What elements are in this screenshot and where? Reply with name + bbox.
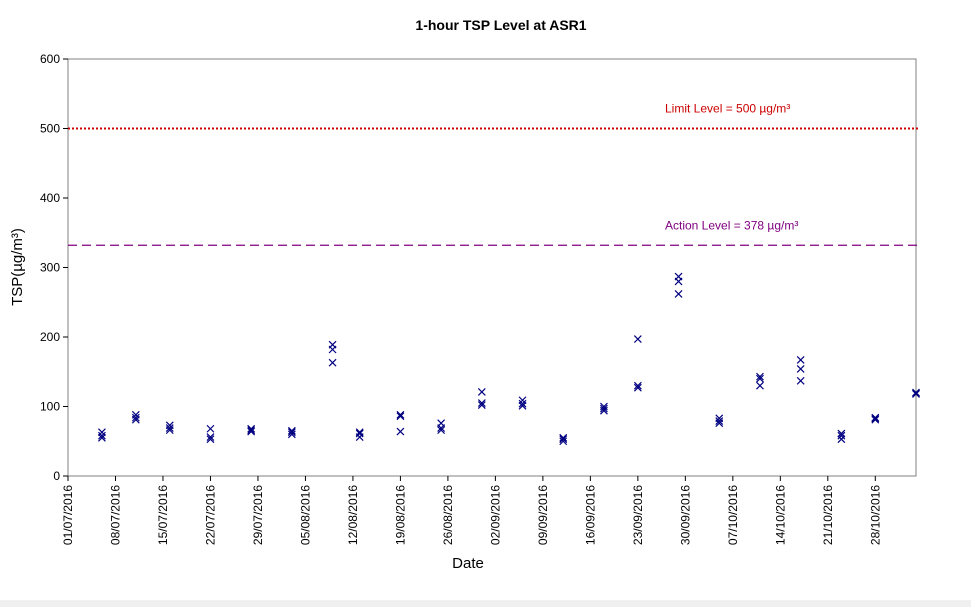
data-point: [396, 427, 405, 436]
chart-title: 1-hour TSP Level at ASR1: [415, 17, 586, 33]
plot-frame: [67, 58, 917, 477]
data-point: [477, 399, 486, 407]
x-tick-label: 02/09/2016: [488, 485, 502, 545]
data-point: [355, 428, 364, 437]
data-point: [206, 433, 215, 442]
y-tick-label: 0: [53, 469, 60, 483]
data-point: [97, 433, 106, 442]
data-point: [287, 430, 296, 439]
data-point: [477, 387, 486, 396]
data-point: [518, 401, 527, 410]
data-point: [674, 289, 683, 298]
data-point: [633, 381, 642, 390]
y-tick-label: 400: [40, 191, 60, 205]
x-tick-label: 05/08/2016: [298, 485, 312, 545]
x-tick-label: 22/07/2016: [203, 485, 217, 545]
data-point: [633, 383, 642, 392]
data-point: [287, 428, 296, 437]
data-point: [97, 428, 106, 437]
data-point: [796, 376, 805, 385]
data-point: [247, 424, 256, 433]
limit-level-label: Limit Level = 500 µg/m³: [665, 102, 790, 116]
data-point: [206, 435, 215, 444]
data-point: [871, 413, 880, 422]
data-point: [355, 429, 364, 438]
x-tick-label: 30/09/2016: [678, 485, 692, 545]
data-point: [715, 417, 724, 426]
y-axis-title: TSP(µg/m³): [9, 228, 26, 306]
x-tick-label: 16/09/2016: [583, 485, 597, 545]
data-point: [837, 431, 846, 440]
x-tick-label: 28/10/2016: [868, 485, 882, 545]
data-point: [165, 424, 174, 432]
data-point: [756, 374, 764, 383]
data-point: [477, 401, 486, 410]
data-point: [871, 415, 880, 424]
y-tick-label: 600: [40, 52, 60, 66]
data-point: [912, 388, 920, 397]
data-point: [206, 424, 215, 433]
data-point: [837, 429, 846, 438]
data-point: [328, 340, 337, 349]
data-point: [97, 431, 106, 440]
y-axis: 0 100 200 300 400 500 600: [40, 52, 68, 483]
x-tick-label: 07/10/2016: [726, 485, 740, 545]
data-point: [396, 410, 405, 419]
data-point: [396, 412, 405, 421]
data-point: [756, 381, 764, 390]
x-tick-label: 21/10/2016: [821, 485, 835, 545]
x-tick-label: 01/07/2016: [61, 485, 75, 545]
data-point: [165, 421, 174, 430]
x-tick-label: 19/08/2016: [393, 485, 407, 545]
y-tick-label: 300: [40, 261, 60, 275]
x-tick-label: 08/07/2016: [108, 485, 122, 545]
x-tick-label: 09/09/2016: [536, 485, 550, 545]
y-tick-label: 200: [40, 330, 60, 344]
x-tick-label: 29/07/2016: [251, 485, 265, 545]
data-point: [674, 272, 683, 281]
x-axis: 01/07/2016 08/07/2016 15/07/2016 22/07/2016…: [61, 476, 882, 545]
x-tick-label: 23/09/2016: [631, 485, 645, 545]
data-point: [633, 335, 642, 344]
data-point: [518, 399, 527, 408]
x-axis-title: Date: [452, 555, 484, 572]
y-tick-label: 500: [40, 122, 60, 136]
y-tick-label: 100: [40, 400, 60, 414]
data-point: [131, 410, 140, 419]
data-points: [97, 272, 920, 446]
reference-lines: Limit Level = 500 µg/m³ Action Level = 37…: [68, 102, 919, 246]
data-point: [247, 426, 256, 435]
x-tick-label: 12/08/2016: [346, 485, 360, 545]
data-point: [756, 372, 764, 381]
data-point: [437, 426, 446, 435]
data-point: [131, 413, 140, 422]
data-point: [559, 435, 568, 444]
data-point: [437, 419, 446, 428]
data-point: [796, 356, 805, 364]
data-point: [328, 358, 337, 367]
data-point: [287, 426, 296, 435]
data-point: [600, 404, 608, 413]
data-point: [600, 402, 608, 411]
action-level-label: Action Level = 378 µg/m³: [665, 218, 798, 232]
data-point: [247, 427, 256, 436]
data-point: [715, 414, 724, 423]
data-point: [796, 365, 805, 373]
data-point: [559, 433, 568, 442]
data-point: [837, 435, 846, 444]
window-bottom-edge: [0, 600, 971, 607]
data-point: [518, 396, 527, 405]
data-point: [559, 437, 568, 446]
x-tick-label: 14/10/2016: [773, 485, 787, 545]
x-tick-label: 26/08/2016: [441, 485, 455, 545]
x-tick-label: 15/07/2016: [156, 485, 170, 545]
